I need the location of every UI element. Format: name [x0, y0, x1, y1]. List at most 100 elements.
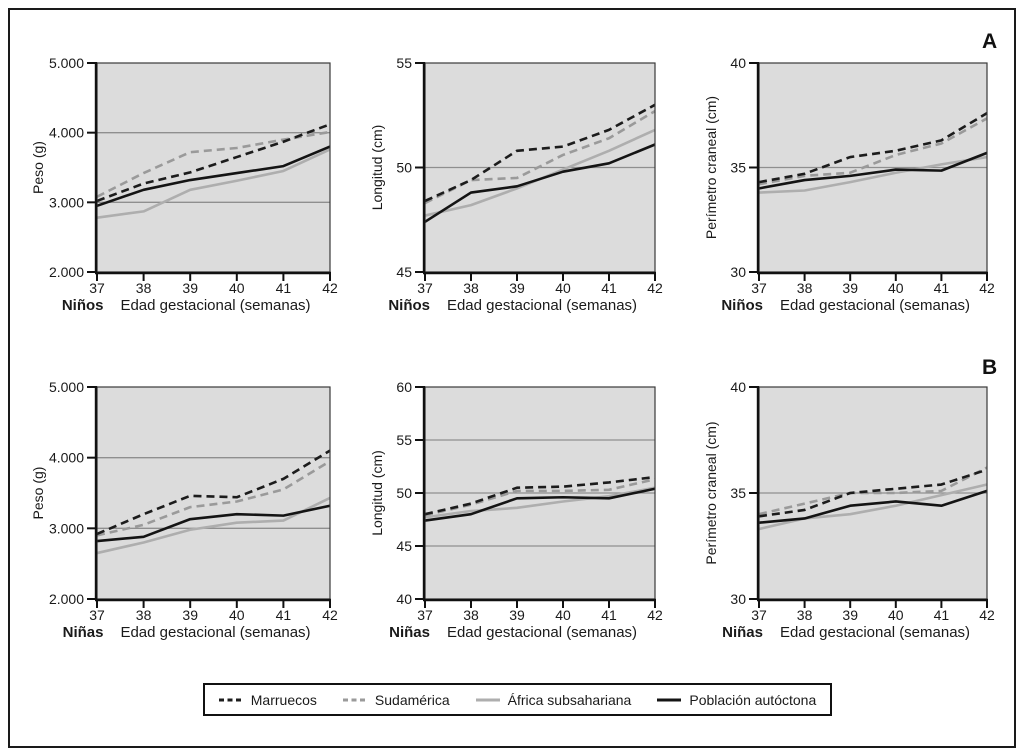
chart-perimetro-craneal-ninos: 30 35 40 37 38 39 40 41 42 Perímetro craneal (cm)… — [703, 55, 995, 314]
y-tick-label: 50 — [396, 160, 412, 176]
series-line — [758, 151, 988, 190]
series-line — [96, 123, 331, 203]
legend-item-sudamerica: Sudamérica — [342, 691, 450, 708]
y-axis-title: Longitud (cm) — [369, 125, 385, 211]
y-tick-label: 5.000 — [49, 55, 84, 71]
x-tick-label: 41 — [934, 280, 950, 296]
x-axis-title: Edad gestacional (semanas) — [447, 624, 637, 641]
x-tick-label: 39 — [182, 280, 198, 296]
x-tick-label: 42 — [322, 607, 338, 623]
x-tick-label: 40 — [555, 607, 571, 623]
x-tick-label: 38 — [463, 280, 479, 296]
x-tick-label: 38 — [136, 280, 152, 296]
y-tick-label: 45 — [396, 538, 412, 554]
x-axis-title: Edad gestacional (semanas) — [447, 297, 637, 314]
y-tick-label: 35 — [730, 485, 746, 501]
legend-item-poblacion-autoctona: Población autóctona — [657, 692, 816, 708]
y-tick-label: 40 — [730, 55, 746, 71]
plot-area — [97, 387, 330, 599]
series-line — [758, 112, 988, 184]
x-tick-label: 37 — [89, 607, 105, 623]
group-label: Niños — [388, 297, 430, 314]
y-tick-label: 2.000 — [49, 264, 84, 280]
series-line — [758, 468, 988, 518]
x-tick-label: 41 — [601, 607, 617, 623]
chart-peso-ninos: 2.000 3.000 4.000 5.000 37 38 39 40 41 42 Peso (g)… — [30, 55, 338, 314]
x-tick-label: 37 — [751, 607, 767, 623]
x-tick-label: 42 — [647, 280, 663, 296]
series-line — [96, 130, 331, 198]
x-tick-label: 41 — [276, 280, 292, 296]
x-tick-label: 37 — [417, 280, 433, 296]
series-line — [96, 145, 331, 208]
legend-line-sample — [657, 698, 682, 701]
x-tick-label: 37 — [89, 280, 105, 296]
x-tick-label: 41 — [601, 280, 617, 296]
series-line — [96, 496, 331, 555]
group-label: Niñas — [722, 624, 763, 641]
series-line — [96, 504, 331, 543]
x-tick-label: 40 — [888, 607, 904, 623]
group-label: Niños — [721, 297, 763, 314]
x-tick-label: 42 — [322, 280, 338, 296]
y-axis-title: Longitud (cm) — [369, 450, 385, 536]
series-line — [424, 475, 656, 516]
series-line — [96, 449, 331, 536]
y-tick-label: 40 — [396, 591, 412, 607]
series-line — [424, 486, 656, 519]
series-line — [424, 487, 656, 522]
panel-a-label: A — [982, 30, 998, 53]
x-tick-label: 38 — [463, 607, 479, 623]
x-axis-title: Edad gestacional (semanas) — [120, 297, 310, 314]
x-tick-label: 42 — [979, 280, 995, 296]
x-tick-label: 39 — [182, 607, 198, 623]
y-tick-label: 55 — [396, 432, 412, 448]
chart-longitud-ninos: 45 50 55 37 38 39 40 41 42 Longitud (cm) Niños Edad… — [369, 55, 663, 314]
x-tick-label: 39 — [842, 280, 858, 296]
y-tick-label: 3.000 — [49, 520, 84, 536]
y-axis-title: Peso (g) — [30, 141, 46, 194]
series-line — [758, 117, 988, 186]
x-tick-label: 42 — [647, 607, 663, 623]
legend-label: Sudamérica — [374, 691, 450, 708]
series-line — [758, 489, 988, 524]
y-tick-label: 5.000 — [49, 379, 84, 395]
y-tick-label: 50 — [396, 485, 412, 501]
y-tick-label: 60 — [396, 379, 412, 395]
series-line — [424, 103, 656, 203]
x-tick-label: 39 — [842, 607, 858, 623]
x-tick-label: 39 — [509, 280, 525, 296]
legend-line-sample — [218, 698, 243, 701]
x-axis-title: Edad gestacional (semanas) — [780, 297, 970, 314]
x-tick-label: 40 — [555, 280, 571, 296]
y-tick-label: 3.000 — [49, 194, 84, 210]
series-line — [96, 460, 331, 537]
x-tick-label: 38 — [797, 607, 813, 623]
y-tick-label: 55 — [396, 55, 412, 71]
chart-longitud-ninas: 40 45 50 55 60 37 38 39 40 41 42 Longitud (cm) Niñas… — [369, 379, 663, 641]
legend-label: África subsahariana — [507, 691, 632, 708]
group-label: Niños — [62, 297, 104, 314]
legend-item-marruecos: Marruecos — [218, 691, 317, 708]
y-axis-title: Perímetro craneal (cm) — [703, 96, 719, 239]
x-tick-label: 41 — [934, 607, 950, 623]
y-tick-label: 30 — [730, 264, 746, 280]
x-tick-label: 41 — [276, 607, 292, 623]
x-tick-label: 37 — [751, 280, 767, 296]
x-axis-title: Edad gestacional (semanas) — [120, 624, 310, 641]
x-axis-title: Edad gestacional (semanas) — [780, 624, 970, 641]
series-line — [758, 466, 988, 516]
legend-line-sample — [475, 698, 500, 701]
legend-item-africa-subsahariana: África subsahariana — [475, 691, 632, 708]
legend-label: Marruecos — [250, 691, 317, 708]
x-tick-label: 40 — [229, 607, 245, 623]
y-tick-label: 40 — [730, 379, 746, 395]
y-tick-label: 30 — [730, 591, 746, 607]
series-line — [96, 148, 331, 219]
chart-perimetro-craneal-ninas: 30 35 40 37 38 39 40 41 42 Perímetro craneal (cm)… — [703, 379, 995, 641]
x-tick-label: 40 — [229, 280, 245, 296]
legend-label: Población autóctona — [689, 691, 817, 708]
y-tick-label: 35 — [730, 160, 746, 176]
x-tick-label: 37 — [417, 607, 433, 623]
